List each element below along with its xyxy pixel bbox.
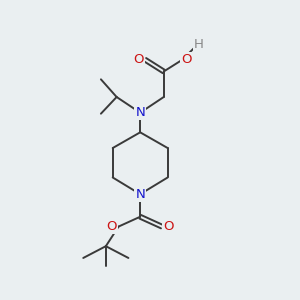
Text: O: O [106, 220, 117, 233]
Text: N: N [135, 188, 145, 201]
Text: O: O [181, 53, 192, 66]
Text: O: O [164, 220, 174, 233]
Text: O: O [133, 53, 143, 66]
Text: N: N [135, 106, 145, 119]
Text: H: H [194, 38, 204, 50]
